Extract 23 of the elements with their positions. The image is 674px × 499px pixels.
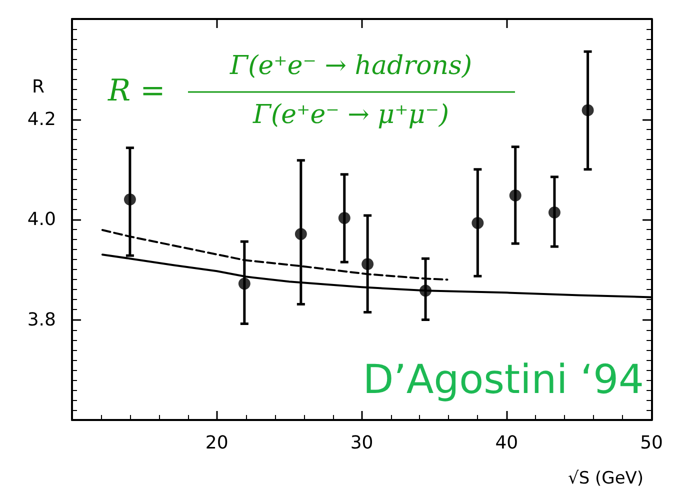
y-tick-label: 3.8 [27,309,56,330]
x-tick-label: 30 [350,432,374,454]
x-tick-label: 20 [205,432,228,454]
point [294,228,307,240]
point [509,189,522,202]
point [548,206,560,218]
x-axis-title: √S (GeV) [568,468,644,488]
y-axis-title: R [32,76,45,98]
point [238,278,250,290]
point [338,212,350,224]
annotation: R = [107,74,166,108]
annotation: Γ(e⁺e⁻ → μ⁺μ⁻) [252,100,450,130]
point [362,258,374,270]
point [472,217,484,230]
point [124,193,136,206]
point [420,284,432,297]
y-tick-label: 4.2 [27,108,56,130]
x-tick-label: 40 [495,432,518,454]
x-tick-label: 50 [640,432,663,454]
y-tick-label: 4.0 [27,209,56,230]
annotation: Γ(e⁺e⁻ → hadrons) [229,51,472,81]
point [582,104,594,116]
annotation: D’Agostini ‘94 [362,357,644,403]
